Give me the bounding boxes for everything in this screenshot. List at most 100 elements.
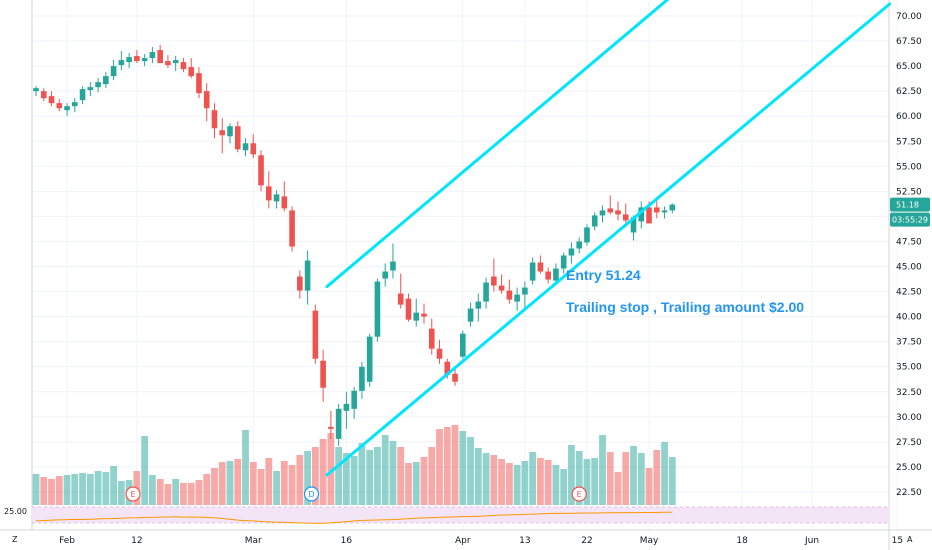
volume-bar xyxy=(637,453,645,505)
price-tick-label: 25.00 xyxy=(896,463,922,473)
volume-bar xyxy=(211,468,218,505)
channel-lower-line[interactable] xyxy=(325,2,892,477)
candle-body xyxy=(328,426,334,429)
time-tick-label: 16 xyxy=(341,536,353,546)
countdown-badge[interactable] xyxy=(890,212,930,227)
candle-body xyxy=(219,130,226,136)
zoom-corner-label[interactable]: Z xyxy=(12,535,18,544)
price-tick-label: 52.50 xyxy=(896,187,922,197)
volume-bar xyxy=(428,447,436,505)
candle-body xyxy=(607,208,614,213)
candle-body xyxy=(203,91,210,109)
candle-body xyxy=(622,214,629,221)
volume-bar xyxy=(63,475,71,505)
volume-bar xyxy=(568,445,575,505)
price-tick-label: 55.00 xyxy=(896,162,922,172)
volume-bar xyxy=(552,465,560,505)
volume-bar xyxy=(544,460,552,505)
volume-bar xyxy=(614,472,622,505)
volume-bar xyxy=(335,447,343,505)
volume-bar xyxy=(265,458,273,505)
candle-body xyxy=(646,207,652,224)
earnings-marker[interactable] xyxy=(571,486,587,502)
earnings-marker-label: E xyxy=(130,490,135,499)
candle-body xyxy=(568,248,575,256)
time-tick-label: Jun xyxy=(804,536,819,546)
oscillator-scale-label: 25.00 xyxy=(4,507,27,516)
entry-annotation[interactable]: Entry 51.24 xyxy=(566,267,641,283)
candle-body xyxy=(599,210,606,216)
volume-bar xyxy=(482,453,490,505)
volume-bar xyxy=(443,427,451,505)
price-tick-label: 42.50 xyxy=(896,288,922,298)
price-tick-label: 22.50 xyxy=(896,488,922,498)
trailing-stop-annotation[interactable]: Trailing stop , Trailing amount $2.00 xyxy=(566,299,804,315)
candle-body xyxy=(529,262,536,281)
earnings-marker-label: E xyxy=(577,490,582,499)
earnings-marker[interactable] xyxy=(125,486,141,502)
volume-bar xyxy=(94,471,102,505)
dividend-marker-label: D xyxy=(308,490,314,499)
time-axis[interactable]: Feb 12 Mar 16 Apr 13 22 May 18 Jun 15 xyxy=(59,536,903,546)
time-tick-label: 18 xyxy=(736,536,748,546)
candle-body xyxy=(444,361,451,375)
trend-channel-lines[interactable] xyxy=(325,0,892,477)
volume-bar xyxy=(350,456,358,505)
volume-bar xyxy=(381,435,389,505)
candle-body xyxy=(467,308,474,322)
candle-body xyxy=(397,293,404,305)
volume-bar xyxy=(86,474,94,505)
volume-bar xyxy=(630,446,637,505)
oscillator-pane: 25.00 xyxy=(4,506,889,524)
volume-bar xyxy=(40,477,48,505)
volume-bar xyxy=(668,457,676,505)
candle-body xyxy=(297,276,303,291)
price-tick-label: 60.00 xyxy=(896,112,922,122)
auto-scale-corner-label[interactable]: A xyxy=(907,535,913,544)
candle-body xyxy=(483,282,489,302)
candle-body xyxy=(545,271,551,280)
candle-body xyxy=(335,408,342,439)
candle-body xyxy=(560,255,567,269)
last-price-badge[interactable] xyxy=(890,197,930,212)
volume-bar xyxy=(366,450,374,505)
candle-body xyxy=(436,348,443,359)
candle-body xyxy=(172,60,179,64)
volume-bar xyxy=(529,452,537,505)
candle-body xyxy=(134,56,140,62)
volume-bar xyxy=(296,455,304,505)
price-tick-label: 27.50 xyxy=(896,438,922,448)
volume-bar xyxy=(48,479,55,505)
candle-body xyxy=(118,60,125,66)
volume-bar xyxy=(180,483,187,505)
dividend-marker[interactable] xyxy=(303,486,320,502)
candle-body xyxy=(211,110,218,129)
candle-body xyxy=(188,67,194,77)
volume-bar xyxy=(164,484,172,505)
candle-body xyxy=(281,196,288,209)
candle-body xyxy=(654,207,660,213)
price-tick-label: 40.00 xyxy=(896,313,922,323)
time-tick-label: 12 xyxy=(131,536,142,546)
candle-body xyxy=(452,373,458,382)
candle-body xyxy=(382,271,388,279)
channel-upper-line[interactable] xyxy=(325,0,696,289)
last-price-label: 51.18 xyxy=(896,201,919,210)
volume-bar xyxy=(583,459,591,505)
volume-bar xyxy=(397,447,405,505)
volume-bar xyxy=(560,469,568,505)
volume-bar xyxy=(645,468,653,505)
candle-body xyxy=(553,268,559,281)
price-tick-label: 65.00 xyxy=(896,62,922,72)
volume-bar xyxy=(141,436,149,505)
price-tick-label: 37.50 xyxy=(896,338,922,348)
volume-bar xyxy=(459,431,467,505)
candle-body xyxy=(615,210,621,215)
price-axis[interactable]: 70.00 67.50 65.00 62.50 60.00 57.50 55.00 52.50… xyxy=(890,12,930,498)
time-tick-label: 15 xyxy=(892,536,903,546)
time-tick-label: Mar xyxy=(245,536,262,546)
candle-body xyxy=(79,89,86,101)
volume-bar xyxy=(242,430,249,505)
